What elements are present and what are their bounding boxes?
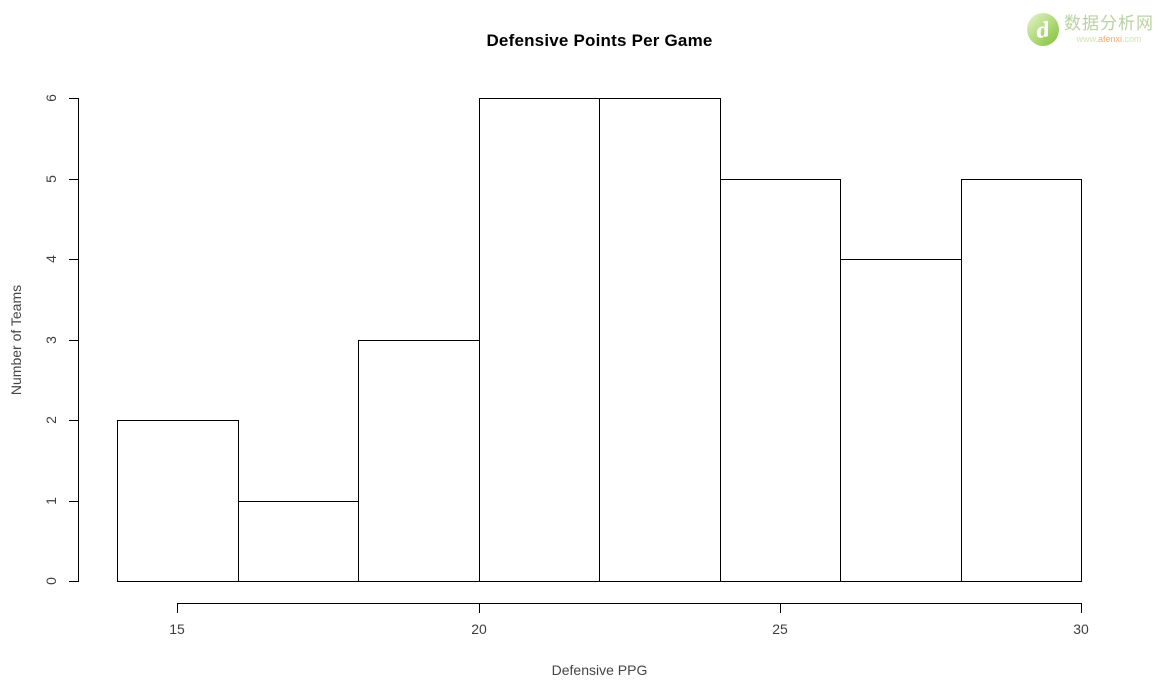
x-axis-line bbox=[177, 603, 1082, 604]
x-axis-tick bbox=[177, 603, 178, 613]
y-axis-tick bbox=[69, 340, 78, 341]
histogram-bar bbox=[840, 259, 962, 582]
y-tick-label: 4 bbox=[43, 255, 59, 263]
histogram-bar bbox=[238, 501, 359, 582]
y-tick-label: 3 bbox=[43, 336, 59, 344]
url-prefix: www. bbox=[1076, 34, 1098, 45]
x-tick-label: 20 bbox=[471, 621, 487, 637]
y-axis-title: Number of Teams bbox=[8, 284, 24, 396]
y-tick-label: 0 bbox=[43, 577, 59, 585]
logo-letter: d bbox=[1034, 16, 1052, 43]
histogram-bar bbox=[961, 179, 1082, 582]
x-axis-tick bbox=[780, 603, 781, 613]
x-tick-label: 30 bbox=[1073, 621, 1089, 637]
y-axis-tick bbox=[69, 501, 78, 502]
x-tick-label: 25 bbox=[772, 621, 788, 637]
y-axis-tick bbox=[69, 259, 78, 260]
histogram-bar bbox=[117, 420, 239, 582]
chart-title: Defensive Points Per Game bbox=[486, 31, 713, 50]
x-tick-label: 15 bbox=[169, 621, 185, 637]
watermark-text: 数据分析网 www.afenxi.com bbox=[1064, 13, 1154, 45]
y-tick-label: 6 bbox=[43, 94, 59, 102]
x-axis-title: Defensive PPG bbox=[551, 662, 648, 678]
histogram-bar bbox=[720, 179, 841, 582]
y-tick-label: 5 bbox=[43, 175, 59, 183]
watermark-site-url: www.afenxi.com bbox=[1064, 34, 1154, 45]
y-axis-tick bbox=[69, 179, 78, 180]
y-axis-tick bbox=[69, 581, 78, 582]
watermark-site-name: 数据分析网 bbox=[1064, 14, 1154, 33]
y-tick-label: 2 bbox=[43, 416, 59, 424]
y-axis-line bbox=[78, 98, 79, 582]
url-suffix: .com bbox=[1122, 34, 1142, 45]
afenxi-logo-icon: d bbox=[1027, 13, 1059, 46]
y-tick-label: 1 bbox=[43, 497, 59, 505]
y-axis-tick bbox=[69, 98, 78, 99]
histogram-bar bbox=[358, 340, 480, 582]
site-watermark: d 数据分析网 www.afenxi.com bbox=[1027, 13, 1154, 46]
url-domain: afenxi bbox=[1097, 34, 1123, 45]
histogram-bar bbox=[599, 98, 721, 582]
y-axis-tick bbox=[69, 420, 78, 421]
x-axis-tick bbox=[1081, 603, 1082, 613]
histogram-bar bbox=[479, 98, 600, 582]
x-axis-tick bbox=[479, 603, 480, 613]
